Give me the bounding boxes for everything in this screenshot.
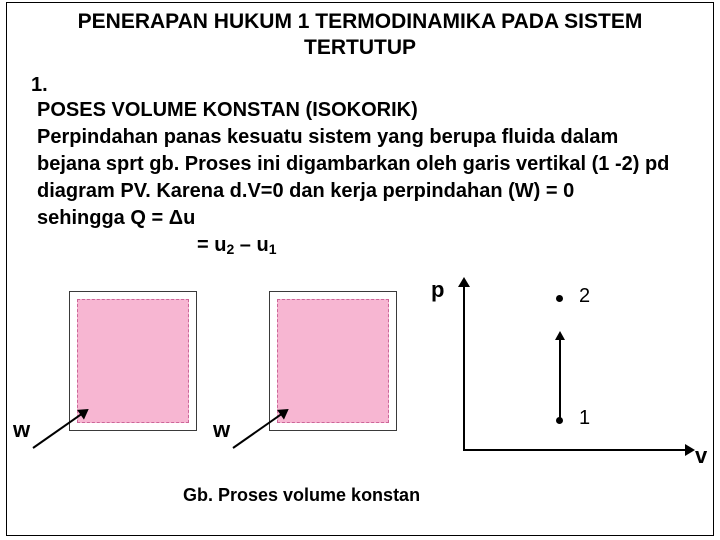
pv-label-p: p xyxy=(431,277,444,303)
diagram-area: w w p v 2 1 Gb. Proses volume konstan xyxy=(7,291,715,511)
pv-x-axis xyxy=(463,449,693,451)
eq-mid: – u xyxy=(234,234,268,256)
list-number: 1. xyxy=(31,74,48,97)
slide-title: PENERAPAN HUKUM 1 TERMODINAMIKA PADA SIS… xyxy=(7,3,713,64)
pv-y-axis xyxy=(463,279,465,449)
list-line1: Perpindahan panas kesuatu sistem yang be… xyxy=(37,126,669,202)
eq-sub2: 1 xyxy=(269,241,277,257)
list-equation: = u2 – u1 xyxy=(37,232,671,259)
pv-diagram: p v 2 1 xyxy=(7,291,715,511)
list-content: POSES VOLUME KONSTAN (ISOKORIK) Perpinda… xyxy=(31,97,671,259)
eq-sub1: 2 xyxy=(226,241,234,257)
eq-prefix: = u xyxy=(197,234,226,256)
pv-process-line xyxy=(559,333,561,423)
pv-point-1 xyxy=(556,417,563,424)
pv-num-2: 2 xyxy=(579,285,590,308)
figure-caption: Gb. Proses volume konstan xyxy=(183,485,420,506)
slide-frame: PENERAPAN HUKUM 1 TERMODINAMIKA PADA SIS… xyxy=(6,2,714,536)
list-heading: POSES VOLUME KONSTAN (ISOKORIK) xyxy=(37,99,418,121)
list-line2: sehingga Q = Δu xyxy=(37,207,195,229)
pv-label-v: v xyxy=(695,443,707,469)
pv-point-2 xyxy=(556,295,563,302)
pv-num-1: 1 xyxy=(579,407,590,430)
body-text: 1. POSES VOLUME KONSTAN (ISOKORIK) Perpi… xyxy=(7,64,713,259)
